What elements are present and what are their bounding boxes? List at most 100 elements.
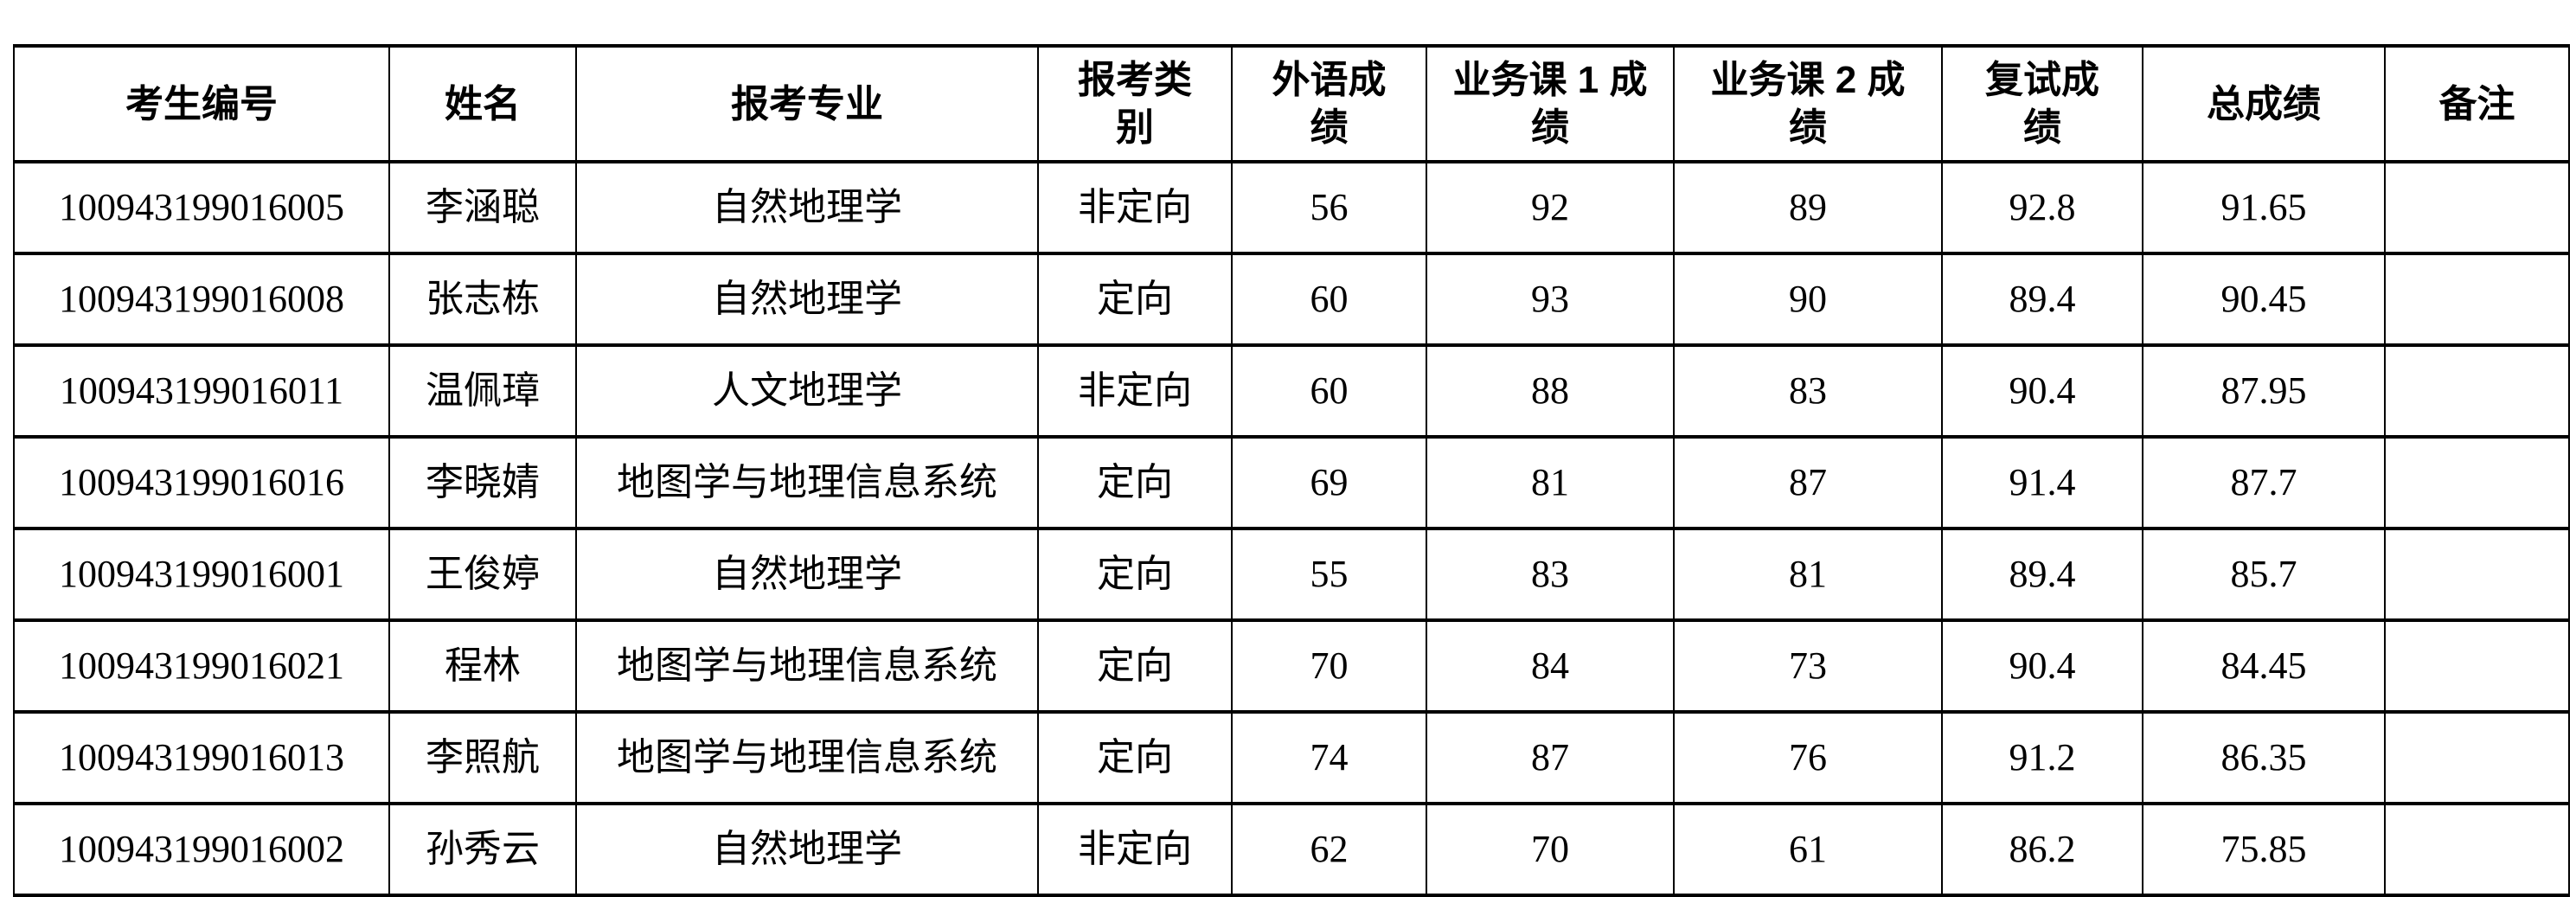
header-cell-category: 报考类 别 [1037, 44, 1233, 163]
table-row: 100943199016016 李晓婧 地图学与地理信息系统 定向 69 81 … [13, 435, 2570, 530]
cell-candidate-id: 100943199016002 [13, 802, 390, 897]
cell-retest: 92.8 [1941, 160, 2143, 255]
cell-name: 程林 [388, 618, 577, 714]
cell-retest: 89.4 [1941, 527, 2143, 622]
cell-retest: 91.2 [1941, 710, 2143, 805]
cell-remarks [2384, 160, 2570, 255]
table-row: 100943199016008 张志栋 自然地理学 定向 60 93 90 89… [13, 252, 2570, 347]
header-cell-remarks: 备注 [2384, 44, 2570, 163]
cell-subject1: 92 [1426, 160, 1675, 255]
cell-retest: 90.4 [1941, 343, 2143, 439]
cell-remarks [2384, 435, 2570, 530]
cell-category: 定向 [1037, 710, 1233, 805]
cell-total: 86.35 [2142, 710, 2386, 805]
cell-name: 孙秀云 [388, 802, 577, 897]
cell-name: 李照航 [388, 710, 577, 805]
cell-foreign-language: 74 [1231, 710, 1427, 805]
table-row: 100943199016002 孙秀云 自然地理学 非定向 62 70 61 8… [13, 802, 2570, 897]
cell-candidate-id: 100943199016016 [13, 435, 390, 530]
table-row: 100943199016021 程林 地图学与地理信息系统 定向 70 84 7… [13, 618, 2570, 714]
cell-remarks [2384, 343, 2570, 439]
cell-major: 地图学与地理信息系统 [575, 618, 1039, 714]
cell-subject2: 81 [1673, 527, 1943, 622]
cell-name: 李涵聪 [388, 160, 577, 255]
cell-category: 定向 [1037, 252, 1233, 347]
cell-foreign-language: 69 [1231, 435, 1427, 530]
cell-remarks [2384, 527, 2570, 622]
cell-candidate-id: 100943199016001 [13, 527, 390, 622]
cell-subject1: 70 [1426, 802, 1675, 897]
cell-category: 定向 [1037, 618, 1233, 714]
cell-total: 75.85 [2142, 802, 2386, 897]
cell-foreign-language: 60 [1231, 252, 1427, 347]
table-row: 100943199016013 李照航 地图学与地理信息系统 定向 74 87 … [13, 710, 2570, 805]
cell-subject1: 83 [1426, 527, 1675, 622]
cell-retest: 89.4 [1941, 252, 2143, 347]
header-cell-subject2: 业务课 2 成 绩 [1673, 44, 1943, 163]
cell-remarks [2384, 618, 2570, 714]
header-cell-major: 报考专业 [575, 44, 1039, 163]
cell-major: 自然地理学 [575, 160, 1039, 255]
cell-name: 李晓婧 [388, 435, 577, 530]
cell-foreign-language: 56 [1231, 160, 1427, 255]
cell-major: 地图学与地理信息系统 [575, 435, 1039, 530]
table-row: 100943199016005 李涵聪 自然地理学 非定向 56 92 89 9… [13, 160, 2570, 255]
score-table: 考生编号 姓名 报考专业 报考类 别 外语成 绩 业务课 1 成 绩 业务课 2… [13, 44, 2570, 897]
cell-foreign-language: 60 [1231, 343, 1427, 439]
cell-retest: 91.4 [1941, 435, 2143, 530]
header-cell-name: 姓名 [388, 44, 577, 163]
cell-total: 85.7 [2142, 527, 2386, 622]
cell-name: 王俊婷 [388, 527, 577, 622]
cell-candidate-id: 100943199016021 [13, 618, 390, 714]
cell-category: 非定向 [1037, 343, 1233, 439]
table-header-row: 考生编号 姓名 报考专业 报考类 别 外语成 绩 业务课 1 成 绩 业务课 2… [13, 44, 2570, 163]
cell-major: 自然地理学 [575, 802, 1039, 897]
cell-category: 定向 [1037, 527, 1233, 622]
header-cell-subject1: 业务课 1 成 绩 [1426, 44, 1675, 163]
cell-name: 温佩璋 [388, 343, 577, 439]
cell-candidate-id: 100943199016005 [13, 160, 390, 255]
cell-category: 定向 [1037, 435, 1233, 530]
header-cell-candidate-id: 考生编号 [13, 44, 390, 163]
cell-candidate-id: 100943199016013 [13, 710, 390, 805]
cell-remarks [2384, 252, 2570, 347]
cell-retest: 90.4 [1941, 618, 2143, 714]
table-row: 100943199016001 王俊婷 自然地理学 定向 55 83 81 89… [13, 527, 2570, 622]
cell-major: 自然地理学 [575, 527, 1039, 622]
cell-subject1: 88 [1426, 343, 1675, 439]
cell-name: 张志栋 [388, 252, 577, 347]
header-cell-total: 总成绩 [2142, 44, 2386, 163]
cell-total: 87.95 [2142, 343, 2386, 439]
cell-total: 91.65 [2142, 160, 2386, 255]
table-row: 100943199016011 温佩璋 人文地理学 非定向 60 88 83 9… [13, 343, 2570, 439]
cell-subject1: 84 [1426, 618, 1675, 714]
cell-remarks [2384, 802, 2570, 897]
cell-total: 87.7 [2142, 435, 2386, 530]
document-sheet: 考生编号 姓名 报考专业 报考类 别 外语成 绩 业务课 1 成 绩 业务课 2… [13, 44, 2570, 897]
cell-total: 84.45 [2142, 618, 2386, 714]
header-cell-retest: 复试成 绩 [1941, 44, 2143, 163]
cell-category: 非定向 [1037, 802, 1233, 897]
cell-candidate-id: 100943199016008 [13, 252, 390, 347]
cell-foreign-language: 55 [1231, 527, 1427, 622]
cell-retest: 86.2 [1941, 802, 2143, 897]
cell-subject2: 83 [1673, 343, 1943, 439]
cell-foreign-language: 70 [1231, 618, 1427, 714]
cell-major: 地图学与地理信息系统 [575, 710, 1039, 805]
cell-category: 非定向 [1037, 160, 1233, 255]
cell-subject2: 87 [1673, 435, 1943, 530]
header-cell-foreign-language: 外语成 绩 [1231, 44, 1427, 163]
cell-subject1: 87 [1426, 710, 1675, 805]
cell-subject2: 89 [1673, 160, 1943, 255]
cell-subject1: 81 [1426, 435, 1675, 530]
cell-subject2: 73 [1673, 618, 1943, 714]
cell-major: 自然地理学 [575, 252, 1039, 347]
cell-candidate-id: 100943199016011 [13, 343, 390, 439]
cell-subject1: 93 [1426, 252, 1675, 347]
cell-foreign-language: 62 [1231, 802, 1427, 897]
cell-major: 人文地理学 [575, 343, 1039, 439]
cell-subject2: 90 [1673, 252, 1943, 347]
cell-remarks [2384, 710, 2570, 805]
cell-subject2: 61 [1673, 802, 1943, 897]
cell-total: 90.45 [2142, 252, 2386, 347]
